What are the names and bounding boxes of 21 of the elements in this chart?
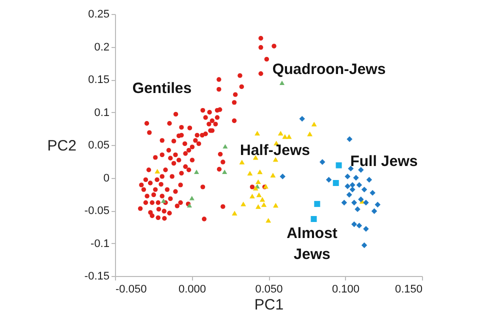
y-tick-label: 0.1 — [94, 106, 110, 119]
series-label: Half-Jews — [240, 142, 310, 159]
y-tick-label: 0.05 — [88, 140, 110, 152]
y-tick-label: -0.15 — [84, 270, 110, 282]
x-tick-label: 0.000 — [178, 284, 206, 296]
y-axis-title: PC2 — [47, 138, 76, 154]
series-label: Full Jews — [350, 153, 418, 170]
y-tick-label: -0.1 — [90, 238, 110, 250]
y-tick-label: 0 — [103, 172, 110, 184]
y-tick-label: 0.25 — [88, 8, 110, 20]
x-tick-label: -0.050 — [116, 284, 147, 296]
series-label: Almost Jews — [286, 225, 338, 263]
y-tick-label: 0.2 — [94, 41, 110, 54]
x-axis-title: PC1 — [254, 296, 284, 314]
series-label: Quadroon-Jews — [272, 61, 386, 78]
x-tick-label: 0.100 — [332, 284, 360, 296]
y-tick-label: -0.05 — [84, 205, 110, 217]
series-label: Gentiles — [132, 80, 192, 97]
y-tick-label: 0.15 — [88, 74, 110, 86]
x-tick-label: 0.050 — [255, 284, 283, 296]
x-tick-label: 0.150 — [394, 284, 422, 296]
